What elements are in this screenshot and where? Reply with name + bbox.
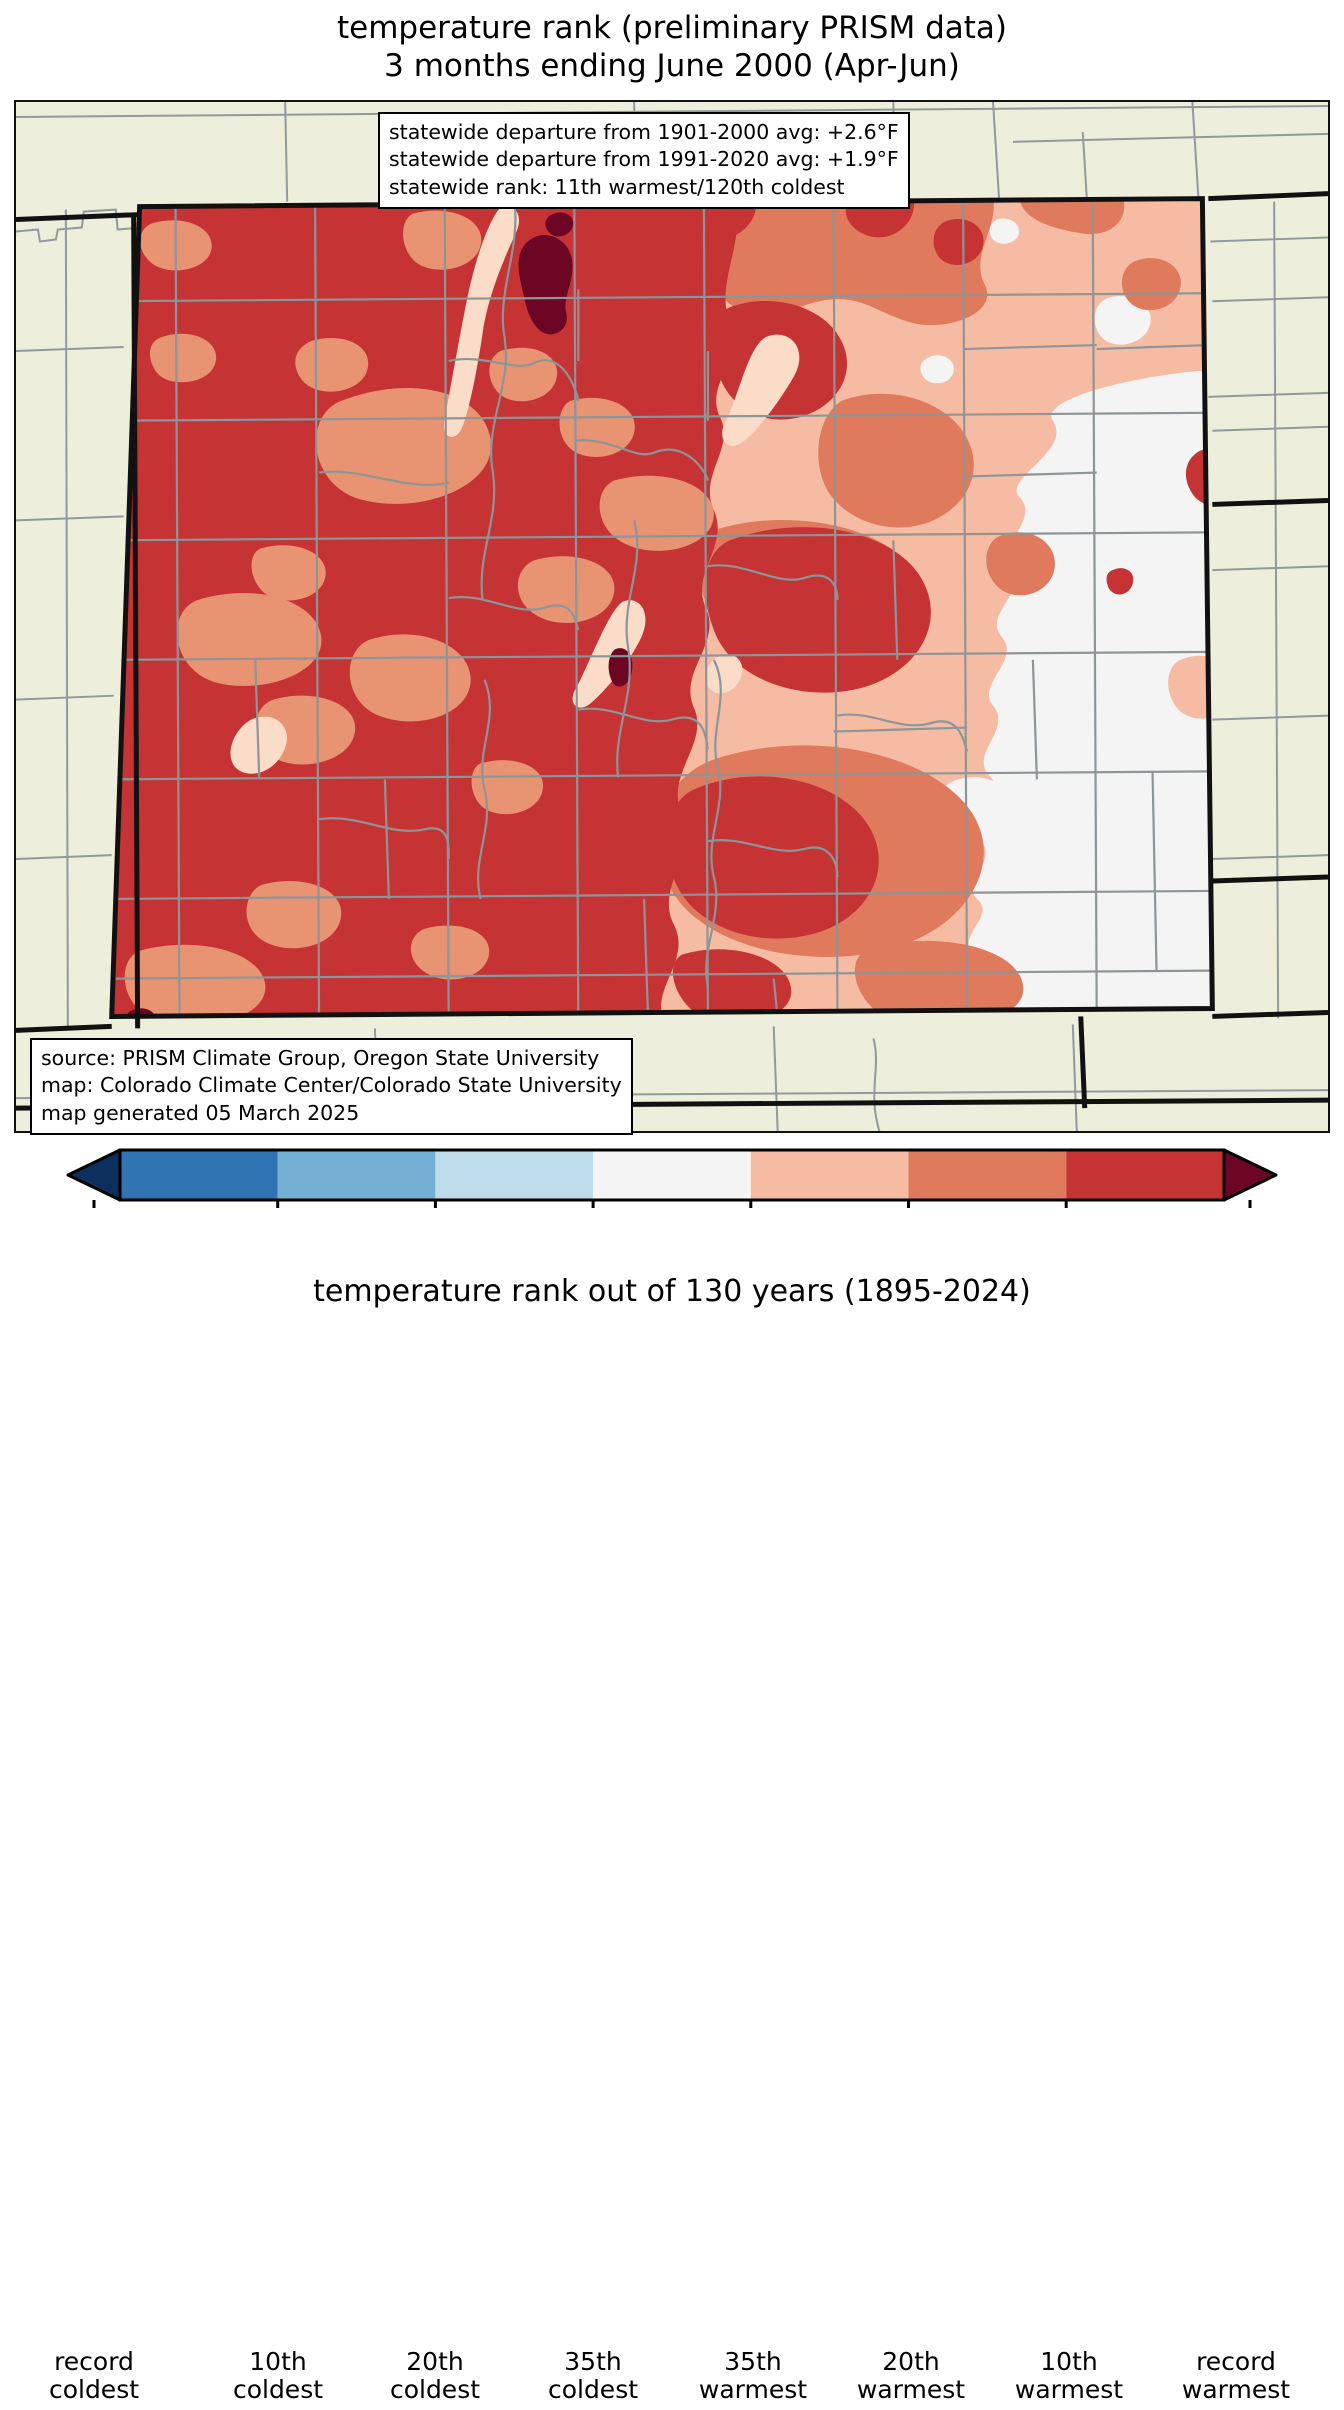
title-line-1: temperature rank (preliminary PRISM data… — [336, 10, 1007, 46]
colorbar: record coldest 10th coldest 20th coldest 35… — [0, 1142, 1344, 2404]
colorbar-swatch-10th-coldest — [120, 1150, 278, 1200]
colorbar-outline — [118, 1148, 1226, 1202]
colorbar-swatch-record-coldest — [66, 1148, 122, 1202]
core-10th-warmest-e3 — [933, 219, 984, 265]
colorbar-label-35th-coldest: 35th coldest — [547, 2347, 639, 2405]
colorbar-label-10th-coldest: 10th coldest — [232, 2347, 324, 2405]
title-line-2: 3 months ending June 2000 (Apr-Jun) — [384, 47, 960, 84]
map-generated-line: map generated 05 March 2025 — [41, 1100, 360, 1125]
climate-map-page: temperature rank (preliminary PRISM data… — [0, 10, 1344, 2405]
inclusion-35th-c3 — [599, 475, 714, 551]
inclusion-35th-s3 — [410, 925, 490, 980]
colorbar-label-20th-warmest: 20th warmest — [856, 2347, 966, 2405]
core-10th-warmest-e2 — [1106, 568, 1134, 595]
inclusion-35th-s1 — [124, 944, 266, 1017]
band-near-normal-nw-pocket — [989, 218, 1020, 244]
band-20th-warmest-north — [705, 198, 994, 326]
page-title: temperature rank (preliminary PRISM data… — [0, 10, 1344, 86]
band-10th-warmest-central2 — [705, 527, 931, 693]
colorbar-swatch-10th-warmest — [1066, 1150, 1224, 1200]
pocket-record-warmest-north — [518, 235, 573, 335]
stats-departure-1901-2000: statewide departure from 1901-2000 avg: … — [389, 120, 899, 144]
inclusion-35th-nw4 — [149, 333, 217, 383]
filament-near-normal-3 — [722, 334, 800, 446]
statewide-stats-box: statewide departure from 1901-2000 avg: … — [378, 112, 910, 209]
colorbar-swatch-20th-warmest — [908, 1150, 1067, 1200]
pocket-record-warmest-central — [608, 648, 633, 687]
band-10th-warmest-s-tail — [672, 949, 792, 1017]
core-10th-warmest-e1 — [1185, 446, 1213, 507]
colorbar-label-35th-warmest: 35th warmest — [698, 2347, 808, 2405]
band-20th-warmest-frontrange — [818, 393, 974, 528]
colorado-temperature-rank-map — [16, 102, 1328, 1131]
colorbar-swatch-35th-coldest — [435, 1150, 594, 1200]
inclusion-35th-c5 — [251, 545, 326, 601]
colorado-county-lines — [111, 198, 1213, 1017]
inclusion-35th-c7 — [517, 556, 615, 623]
band-10th-warmest-sw — [667, 776, 879, 939]
inclusion-35th-nw2 — [295, 338, 369, 392]
inclusion-35th-mid3 — [349, 634, 471, 722]
band-20th-warmest-mid — [986, 532, 1055, 596]
colorbar-ticks — [92, 1200, 1252, 1208]
colorbar-swatch-20th-coldest — [277, 1150, 436, 1200]
band-20th-warmest-s2 — [854, 940, 1024, 1017]
inclusion-35th-c6 — [471, 760, 544, 815]
source-line: source: PRISM Climate Group, Oregon Stat… — [41, 1046, 600, 1070]
lobe-35th-east-2 — [1168, 655, 1213, 719]
inclusion-35th-s2 — [246, 880, 342, 949]
band-20th-warmest-ne2 — [1121, 258, 1181, 311]
source-credit-box: source: PRISM Climate Group, Oregon Stat… — [30, 1038, 633, 1135]
pocket-record-warmest-north-small — [545, 212, 574, 237]
colorbar-svg — [66, 1148, 1278, 1208]
inclusion-35th-c2 — [559, 397, 635, 457]
colorbar-swatch-record-warmest — [1222, 1148, 1278, 1202]
filament-near-normal-1 — [443, 206, 520, 437]
colorbar-swatch-35th-warmest — [750, 1150, 909, 1200]
band-near-normal-ne-pocket — [1094, 296, 1151, 345]
band-near-normal-small-1 — [920, 355, 954, 384]
stats-statewide-rank: statewide rank: 11th warmest/120th colde… — [389, 174, 845, 199]
band-20th-warmest-ne-lobe — [1018, 198, 1125, 235]
map-frame — [14, 100, 1330, 1133]
colorbar-label-20th-coldest: 20th coldest — [389, 2347, 481, 2405]
colorbar-swatch-near-normal — [593, 1150, 751, 1200]
colorbar-labels: record coldest 10th coldest 20th coldest 35… — [0, 2347, 1344, 2410]
inclusion-35th-c4 — [403, 210, 482, 270]
map-credit-line: map: Colorado Climate Center/Colorado St… — [41, 1073, 622, 1098]
inclusion-35th-mid1 — [177, 593, 322, 686]
colorbar-caption: temperature rank out of 130 years (1895-… — [313, 1274, 1031, 1309]
colorbar-label-record-coldest: record coldest — [48, 2347, 140, 2405]
colorbar-label-record-warmest: record warmest — [1181, 2347, 1291, 2405]
stats-departure-1991-2020: statewide departure from 1991-2020 avg: … — [389, 147, 899, 172]
colorbar-label-10th-warmest: 10th warmest — [1014, 2347, 1124, 2405]
temperature-rank-contours — [111, 198, 1213, 1017]
